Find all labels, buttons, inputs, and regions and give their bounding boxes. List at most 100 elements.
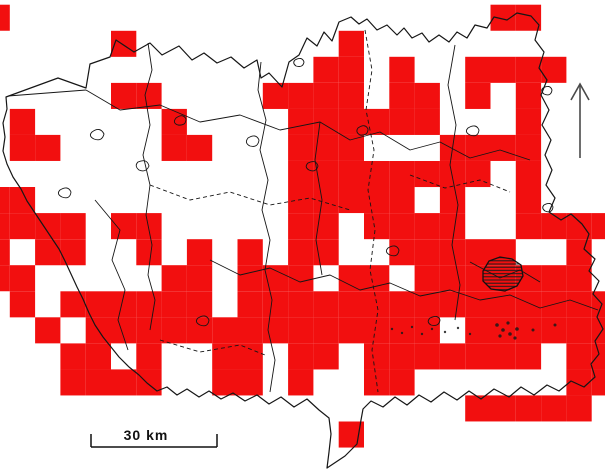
speckle-dot — [513, 336, 517, 340]
grid-cell — [288, 317, 314, 344]
grid-cell — [136, 239, 162, 266]
grid-cell — [364, 213, 390, 240]
grid-cell — [60, 239, 86, 266]
grid-cell — [364, 291, 390, 318]
grid-cell — [414, 265, 440, 292]
grid-cell — [161, 134, 187, 161]
grid-cell — [9, 108, 36, 135]
lake-icon — [245, 135, 260, 147]
grid-cell — [591, 213, 605, 240]
grid-cell — [0, 4, 10, 31]
speckle-dot — [501, 328, 505, 332]
grid-cell — [136, 213, 162, 240]
internal-boundary — [469, 261, 541, 283]
grid-cell — [0, 265, 10, 292]
grid-cell — [338, 30, 364, 57]
grid-cell — [389, 317, 415, 344]
grid-cell — [237, 369, 263, 396]
grid-cell — [439, 161, 466, 188]
grid-cell — [465, 395, 491, 422]
grid-cell — [490, 134, 516, 161]
grid-cell — [465, 291, 491, 318]
grid-cell — [414, 161, 440, 188]
internal-boundary — [85, 89, 531, 161]
speckle-dot — [531, 328, 535, 332]
region-outline — [2, 12, 604, 469]
grid-cell — [35, 317, 61, 344]
grid-cell — [389, 161, 415, 188]
speckle-dot — [515, 327, 519, 331]
grid-cell — [288, 108, 314, 135]
grid-cell — [0, 187, 10, 214]
lake-icon — [427, 315, 441, 326]
grid-cell — [161, 265, 187, 292]
grid-cell — [237, 291, 263, 318]
lake-icon — [195, 315, 210, 327]
grid-cell — [490, 4, 516, 31]
grid-cell — [465, 317, 491, 344]
grid-cell — [490, 291, 516, 318]
internal-boundary — [209, 259, 599, 311]
grid-cell — [313, 291, 339, 318]
grid-cell — [515, 82, 542, 109]
grid-cell — [566, 343, 592, 370]
speckle-dot — [400, 331, 404, 335]
grid-cell — [136, 343, 162, 370]
grid-cell — [439, 265, 466, 292]
grid-cell — [338, 187, 364, 214]
grid-cell — [60, 213, 86, 240]
grid-cell — [60, 369, 86, 396]
internal-boundaries — [7, 42, 599, 393]
grid-cell — [338, 265, 364, 292]
grid-cell — [515, 4, 542, 31]
grid-cell — [439, 187, 466, 214]
grid-cell — [566, 265, 592, 292]
grid-cell — [566, 395, 592, 422]
lake-icon — [89, 129, 105, 141]
grid-cell — [136, 82, 162, 109]
speckle-dot — [506, 321, 510, 325]
grid-cell — [515, 56, 542, 83]
grid-cell — [338, 56, 364, 83]
grid-cell — [9, 213, 36, 240]
speckle-dot — [456, 326, 460, 330]
grid-cell — [313, 239, 339, 266]
grid-cell — [35, 213, 61, 240]
grid-cell — [111, 369, 137, 396]
grid-cell — [262, 82, 289, 109]
lake-icon — [465, 125, 480, 137]
grid-cell — [389, 56, 415, 83]
grid-cell — [60, 343, 86, 370]
grid-cell — [35, 134, 61, 161]
grid-cell — [490, 395, 516, 422]
grid-cell — [288, 161, 314, 188]
speckle-dot — [420, 332, 424, 336]
grid-cell — [541, 56, 567, 83]
grid-cell — [389, 369, 415, 396]
grid-cell — [541, 265, 567, 292]
grid-cell — [136, 317, 162, 344]
grid-cell — [414, 213, 440, 240]
grid-cell — [85, 291, 111, 318]
grid-cell — [186, 265, 213, 292]
grid-cell — [439, 343, 466, 370]
grid-cell — [262, 317, 289, 344]
lake-icon — [542, 202, 554, 213]
grid-cell — [313, 343, 339, 370]
grid-cell — [186, 134, 213, 161]
grid-cell — [313, 82, 339, 109]
grid-cell — [414, 82, 440, 109]
grid-cell — [591, 317, 605, 344]
lake-icon — [293, 57, 305, 67]
speckle-dot — [410, 325, 414, 329]
grid-cell — [465, 134, 491, 161]
grid-cell — [313, 134, 339, 161]
grid-cell — [9, 134, 36, 161]
grid-cell — [490, 343, 516, 370]
grid-cell — [389, 239, 415, 266]
grid-cell — [338, 134, 364, 161]
grid-cell — [515, 343, 542, 370]
grid-cell — [515, 317, 542, 344]
lake-icon — [305, 161, 319, 172]
